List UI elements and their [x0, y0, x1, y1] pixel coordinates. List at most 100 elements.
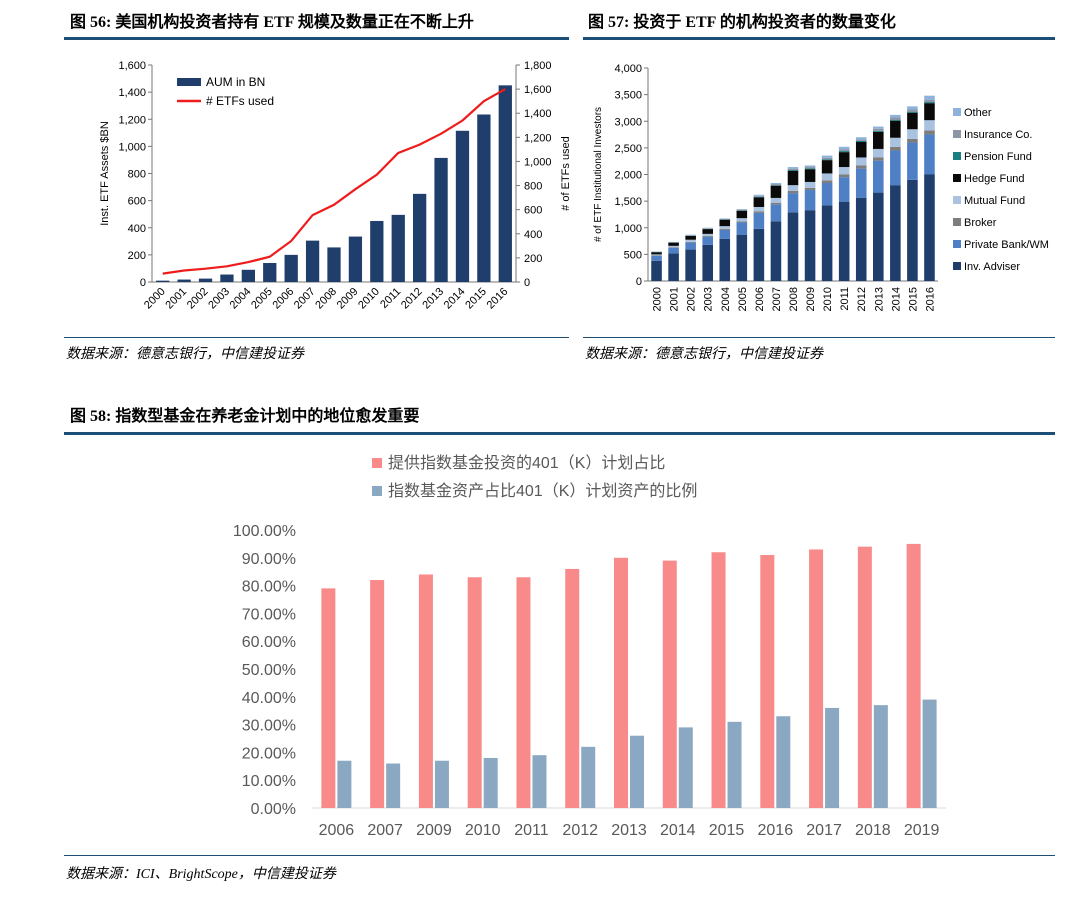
fig56-y2-tick-label: 200: [524, 253, 542, 265]
fig57-bar-3: [838, 167, 850, 175]
fig57-bar-0: [855, 197, 867, 281]
fig57-bar-1: [753, 212, 765, 229]
fig57-bar-6: [804, 167, 816, 169]
fig57-bar-2: [855, 165, 867, 169]
fig57-bar-4: [651, 252, 662, 255]
fig57-x-tick-label: 2013: [873, 287, 885, 311]
fig57-bar-1: [685, 242, 696, 250]
fig57-bar-0: [736, 234, 748, 281]
fig57-bar-2: [907, 138, 918, 143]
fig56-bar-aum: [455, 130, 470, 282]
fig57-bar-0: [907, 179, 918, 281]
fig56-y-tick-label: 1,000: [118, 141, 146, 153]
fig57-bar-5: [907, 111, 918, 113]
fig56-legend-swatch-aum: [177, 78, 201, 86]
fig57-bar-7: [821, 155, 833, 158]
fig56-x-tick-label: 2001: [163, 286, 189, 312]
fig56-y-tick-label: 400: [128, 223, 146, 235]
fig57-bar-5: [924, 102, 935, 104]
fig57-legend-swatch: [953, 152, 961, 160]
fig58-bar-asset-share: [922, 699, 937, 808]
fig57-bar-7: [924, 95, 935, 100]
fig56-x-tick-label: 2013: [420, 286, 446, 312]
fig56-y2-tick-label: 1,000: [524, 156, 552, 168]
fig58-bar-asset-share: [532, 755, 547, 808]
fig56-bar-aum: [348, 236, 363, 282]
fig57-x-tick-label: 2002: [686, 287, 698, 311]
fig56-bar-aum: [327, 247, 341, 282]
fig57-bar-4: [821, 160, 833, 174]
fig57-legend-swatch: [953, 108, 961, 116]
fig56-legend-label-etfs: # ETFs used: [206, 94, 274, 108]
fig57-y-tick-label: 4,000: [614, 63, 642, 75]
fig58-x-tick-label: 2012: [562, 822, 598, 839]
fig57-bar-6: [753, 195, 765, 197]
fig56-y2-tick-label: 800: [524, 181, 542, 193]
fig57-bar-3: [873, 148, 884, 158]
fig57-y-tick-label: 2,500: [614, 143, 642, 155]
fig57-bar-3: [753, 206, 765, 212]
fig57-x-tick-label: 2007: [771, 287, 783, 311]
fig58-y-tick-label: 90.00%: [242, 551, 296, 568]
fig57-bar-3: [668, 245, 679, 248]
fig57-legend-label: Pension Fund: [964, 151, 1032, 163]
fig56-bar-aum: [391, 214, 405, 282]
fig57-bar-6: [821, 157, 833, 160]
fig56-x-tick-label: 2002: [185, 286, 211, 312]
fig56-y-tick-label: 600: [128, 196, 146, 208]
fig58-x-tick-label: 2013: [611, 822, 647, 839]
fig56-title: 图 56: 美国机构投资者持有 ETF 规模及数量正在不断上升: [70, 14, 474, 31]
fig56-bar-aum: [284, 254, 298, 282]
fig57-source-rule: [583, 337, 1055, 338]
fig57-bar-5: [804, 168, 816, 170]
fig57-bar-5: [787, 169, 799, 171]
fig58-bar-asset-share: [727, 721, 742, 808]
fig58-x-tick-label: 2019: [904, 822, 940, 839]
fig58-x-tick-label: 2017: [806, 822, 842, 839]
fig56-x-tick-label: 2015: [463, 286, 489, 312]
fig57-bar-1: [907, 142, 918, 180]
fig57-bar-1: [787, 193, 799, 213]
fig57-bar-0: [890, 185, 901, 281]
fig57-x-tick-label: 2005: [737, 287, 749, 311]
fig56-x-tick-label: 2008: [313, 286, 339, 312]
fig57-bar-5: [855, 140, 867, 143]
fig57-y-axis-label: # of ETF Institutional Investors: [593, 107, 604, 242]
fig56-bar-aum: [370, 220, 384, 282]
fig57-bar-3: [924, 120, 935, 131]
fig58-bar-asset-share: [337, 760, 352, 808]
fig56-y-tick-label: 200: [128, 250, 146, 262]
fig57-bar-0: [719, 238, 731, 281]
fig57-bar-6: [685, 235, 696, 236]
fig57-bar-5: [890, 119, 901, 121]
fig56-y2-tick-label: 600: [524, 205, 542, 217]
fig57-x-tick-label: 2006: [754, 287, 766, 311]
fig56-y2-tick-label: 1,400: [524, 108, 552, 120]
fig57-bar-6: [873, 128, 884, 131]
fig57-bar-4: [804, 169, 816, 182]
fig56-title-rule: [64, 37, 569, 40]
fig57-bar-6: [907, 109, 918, 112]
fig58-bar-plan-share: [662, 560, 677, 808]
fig57-bar-1: [668, 247, 679, 254]
fig56-bar-aum: [263, 263, 277, 282]
fig56-y2-axis-label: # of ETFs used: [560, 136, 572, 211]
fig58-x-tick-label: 2009: [416, 822, 452, 839]
fig57-legend-label: Inv. Adviser: [964, 261, 1020, 273]
fig57-chart: 0 500 1,000 1,500 2,000 2,500 3,000 3,500 4,000 2…: [593, 63, 1049, 311]
fig57-legend-label: Private Bank/WM: [964, 239, 1049, 251]
fig56-y2-tick-label: 1,200: [524, 132, 552, 144]
fig57-bar-1: [719, 229, 731, 239]
fig56-bar-aum: [434, 157, 448, 282]
fig57-bar-6: [855, 139, 867, 141]
fig57-legend-label: Hedge Fund: [964, 173, 1025, 185]
fig57-bar-7: [838, 146, 850, 150]
fig58-legend-swatch: [372, 458, 382, 468]
fig57-bar-7: [685, 234, 696, 236]
fig57-y-tick-label: 1,000: [614, 223, 642, 235]
fig57-bar-2: [685, 241, 696, 243]
fig58-x-tick-label: 2018: [855, 822, 891, 839]
fig57-legend-swatch: [953, 262, 961, 270]
fig57-bar-3: [702, 233, 713, 237]
fig56-y-tick-label: 0: [140, 277, 146, 289]
